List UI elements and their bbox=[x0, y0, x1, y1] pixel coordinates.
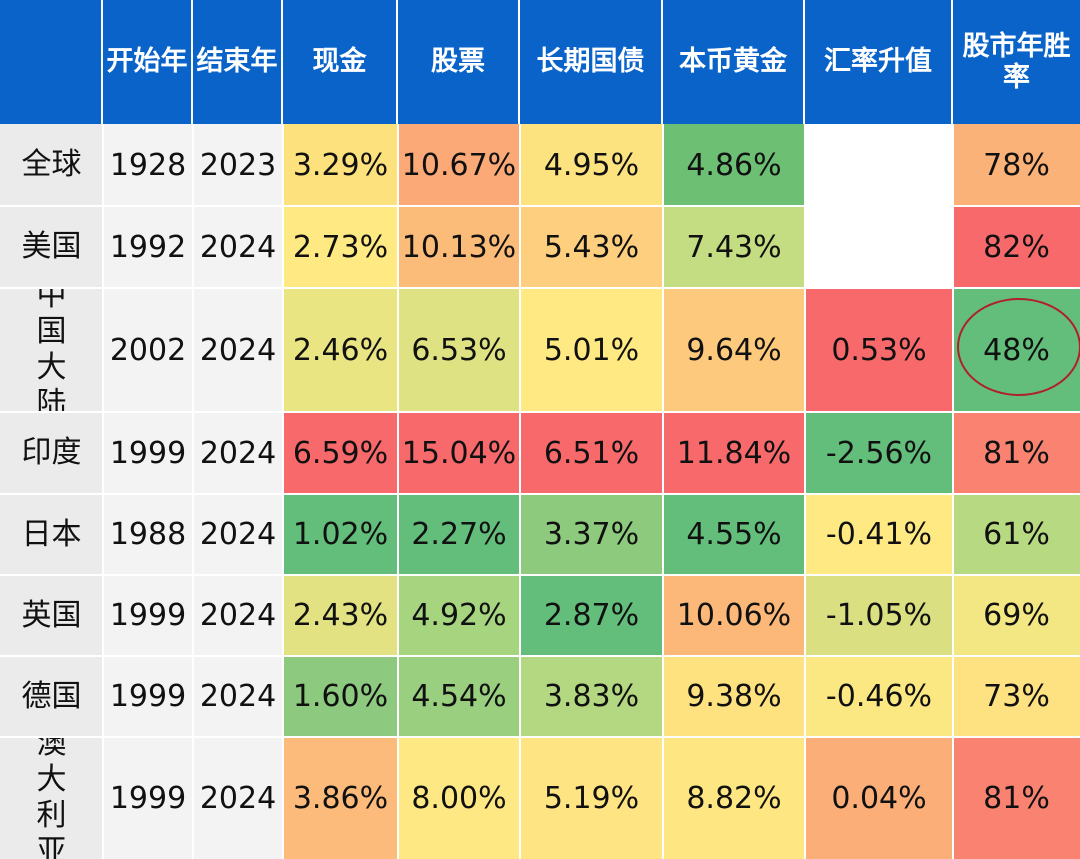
long-bond-value: 6.51% bbox=[520, 412, 663, 494]
win-rate-value: 48% bbox=[953, 288, 1080, 412]
end-year: 2024 bbox=[193, 494, 283, 575]
long-bond-value: 3.37% bbox=[520, 494, 663, 575]
win-rate-value: 81% bbox=[953, 412, 1080, 494]
grid-line bbox=[0, 205, 1080, 207]
gold-value: 8.82% bbox=[663, 737, 805, 859]
win-rate-value: 69% bbox=[953, 575, 1080, 656]
long-bond-value: 5.01% bbox=[520, 288, 663, 412]
stocks-value: 4.54% bbox=[398, 656, 520, 737]
gold-value: 4.86% bbox=[663, 124, 805, 206]
fx-value: -1.05% bbox=[805, 575, 953, 656]
fx-value: -0.46% bbox=[805, 656, 953, 737]
stocks-value: 6.53% bbox=[398, 288, 520, 412]
row-label: 日本 bbox=[0, 494, 103, 575]
fx-value: -0.41% bbox=[805, 494, 953, 575]
end-year: 2023 bbox=[193, 124, 283, 206]
grid-line bbox=[0, 655, 1080, 657]
cash-value: 1.60% bbox=[283, 656, 398, 737]
long-bond-value: 4.95% bbox=[520, 124, 663, 206]
long-bond-value: 5.43% bbox=[520, 206, 663, 288]
stocks-value: 10.67% bbox=[398, 124, 520, 206]
stocks-value: 10.13% bbox=[398, 206, 520, 288]
end-year: 2024 bbox=[193, 206, 283, 288]
gold-value: 7.43% bbox=[663, 206, 805, 288]
start-year: 1999 bbox=[103, 575, 193, 656]
grid-line bbox=[0, 736, 1080, 738]
win-rate-value: 82% bbox=[953, 206, 1080, 288]
gold-value: 9.38% bbox=[663, 656, 805, 737]
start-year: 1992 bbox=[103, 206, 193, 288]
gold-value: 11.84% bbox=[663, 412, 805, 494]
grid-line bbox=[804, 124, 806, 859]
grid-line bbox=[0, 574, 1080, 576]
cash-value: 6.59% bbox=[283, 412, 398, 494]
cash-value: 2.43% bbox=[283, 575, 398, 656]
column-header: 股票 bbox=[398, 0, 520, 124]
stocks-value: 4.92% bbox=[398, 575, 520, 656]
row-label: 中国大陆 bbox=[0, 288, 103, 412]
end-year: 2024 bbox=[193, 737, 283, 859]
long-bond-value: 2.87% bbox=[520, 575, 663, 656]
grid-line bbox=[0, 411, 1080, 413]
column-header: 长期国债 bbox=[520, 0, 663, 124]
fx-value bbox=[805, 206, 953, 288]
stocks-value: 8.00% bbox=[398, 737, 520, 859]
grid-line bbox=[192, 124, 194, 859]
long-bond-value: 3.83% bbox=[520, 656, 663, 737]
start-year: 2002 bbox=[103, 288, 193, 412]
start-year: 1988 bbox=[103, 494, 193, 575]
grid-line bbox=[519, 124, 521, 859]
column-header: 汇率升值 bbox=[805, 0, 953, 124]
grid-line bbox=[952, 124, 954, 859]
column-header: 结束年 bbox=[193, 0, 283, 124]
win-rate-value: 73% bbox=[953, 656, 1080, 737]
cash-value: 1.02% bbox=[283, 494, 398, 575]
end-year: 2024 bbox=[193, 288, 283, 412]
cash-value: 2.73% bbox=[283, 206, 398, 288]
grid-line bbox=[0, 287, 1080, 289]
row-label: 澳大利亚 bbox=[0, 737, 103, 859]
grid-line bbox=[397, 124, 399, 859]
fx-value: 0.04% bbox=[805, 737, 953, 859]
header-corner bbox=[0, 0, 103, 124]
start-year: 1999 bbox=[103, 656, 193, 737]
column-header: 开始年 bbox=[103, 0, 193, 124]
fx-value: 0.53% bbox=[805, 288, 953, 412]
row-label: 全球 bbox=[0, 124, 103, 206]
stocks-value: 15.04% bbox=[398, 412, 520, 494]
gold-value: 4.55% bbox=[663, 494, 805, 575]
win-rate-value: 78% bbox=[953, 124, 1080, 206]
row-label: 美国 bbox=[0, 206, 103, 288]
row-label: 印度 bbox=[0, 412, 103, 494]
grid-line bbox=[0, 493, 1080, 495]
cash-value: 3.29% bbox=[283, 124, 398, 206]
end-year: 2024 bbox=[193, 575, 283, 656]
column-header: 股市年胜率 bbox=[953, 0, 1080, 124]
start-year: 1999 bbox=[103, 412, 193, 494]
grid-line bbox=[102, 124, 104, 859]
grid-line bbox=[662, 124, 664, 859]
gold-value: 10.06% bbox=[663, 575, 805, 656]
stocks-value: 2.27% bbox=[398, 494, 520, 575]
start-year: 1928 bbox=[103, 124, 193, 206]
row-label: 英国 bbox=[0, 575, 103, 656]
start-year: 1999 bbox=[103, 737, 193, 859]
gold-value: 9.64% bbox=[663, 288, 805, 412]
column-header: 本币黄金 bbox=[663, 0, 805, 124]
fx-value: -2.56% bbox=[805, 412, 953, 494]
win-rate-value: 61% bbox=[953, 494, 1080, 575]
row-label: 德国 bbox=[0, 656, 103, 737]
fx-value bbox=[805, 124, 953, 206]
win-rate-value: 81% bbox=[953, 737, 1080, 859]
cash-value: 3.86% bbox=[283, 737, 398, 859]
cash-value: 2.46% bbox=[283, 288, 398, 412]
end-year: 2024 bbox=[193, 656, 283, 737]
long-bond-value: 5.19% bbox=[520, 737, 663, 859]
grid-line bbox=[282, 124, 284, 859]
end-year: 2024 bbox=[193, 412, 283, 494]
column-header: 现金 bbox=[283, 0, 398, 124]
